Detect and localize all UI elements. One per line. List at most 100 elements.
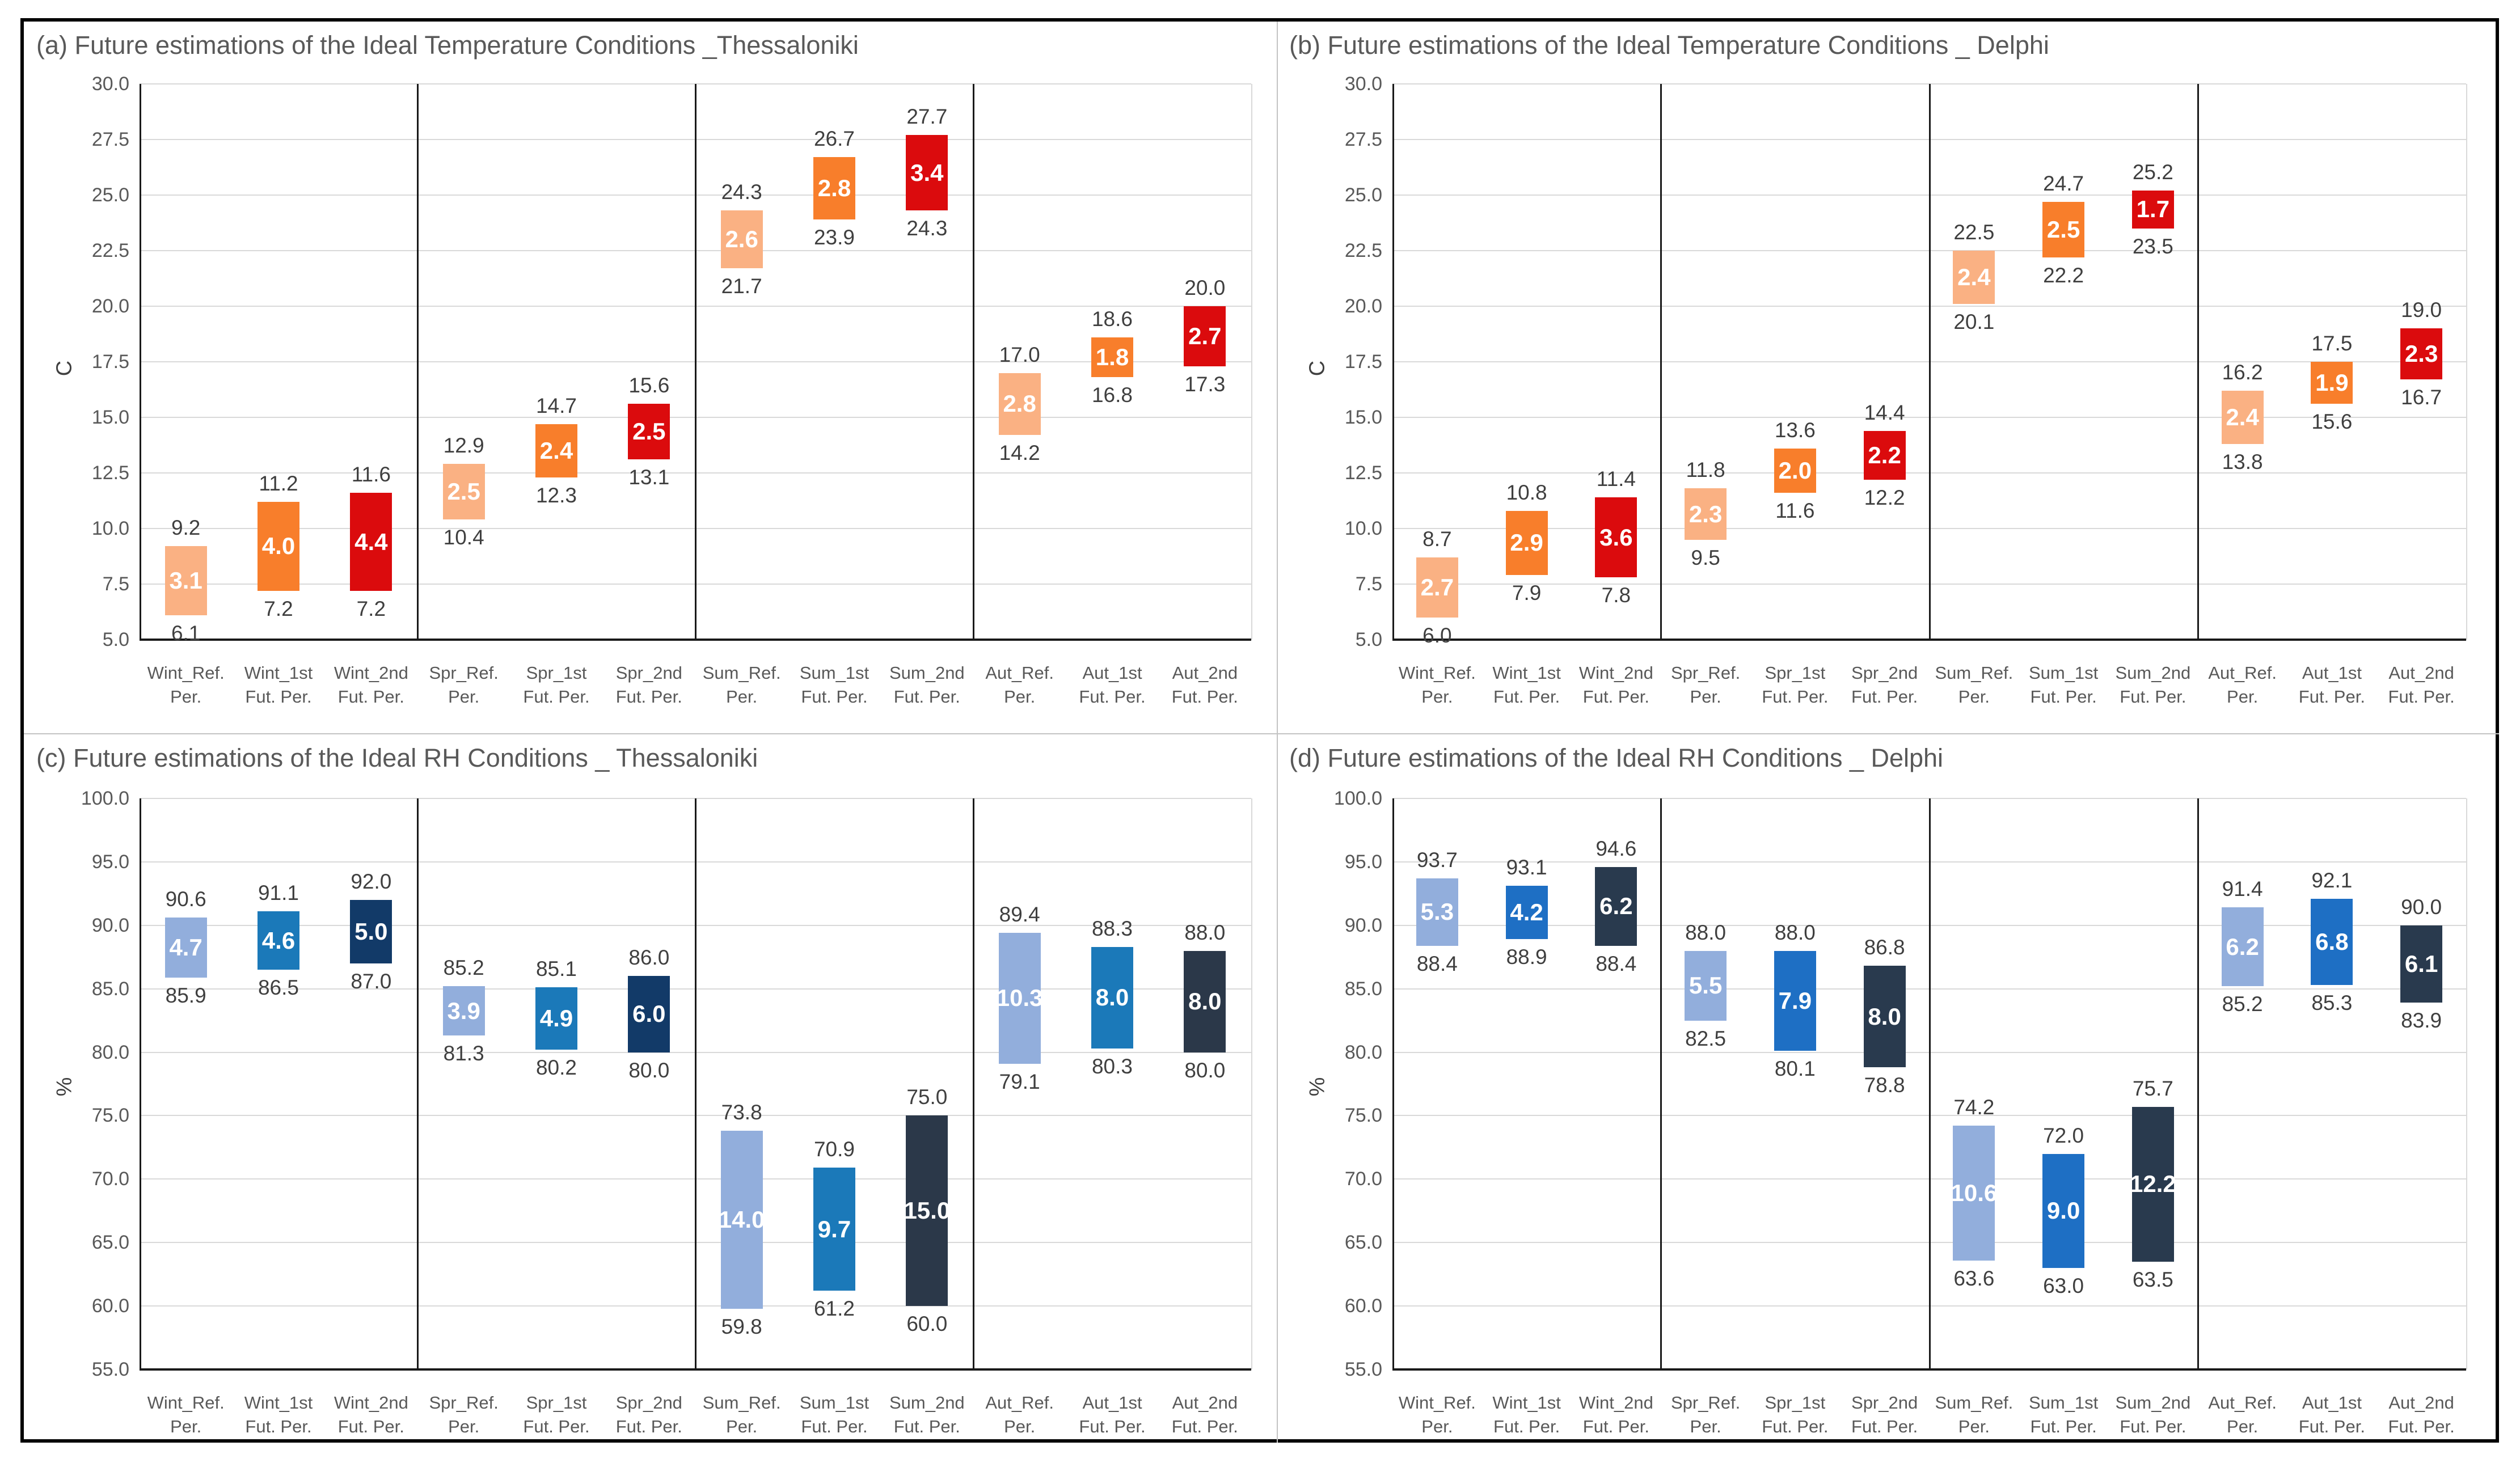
x-axis-category-label: Aut_1st Fut. Per.: [1053, 661, 1172, 709]
range-bar: [813, 1168, 855, 1291]
x-axis-category-label: Sum_Ref. Per.: [1914, 661, 2033, 709]
bar-range-label: 9.7: [817, 1215, 851, 1242]
x-axis-category-line2: Fut. Per.: [2298, 687, 2365, 707]
x-axis-line: [140, 639, 1251, 641]
bar-low-label: 6.1: [171, 621, 201, 645]
bar-high-label: 91.4: [2222, 877, 2263, 901]
plot-right-border: [2466, 84, 2467, 640]
bar-high-label: 26.7: [813, 127, 855, 151]
y-axis-tick-label: 17.5: [91, 351, 129, 373]
y-axis-tick-label: 20.0: [1344, 295, 1382, 317]
bar-high-label: 93.7: [1416, 848, 1458, 872]
season-group-separator: [1660, 798, 1662, 1369]
panel-temperature-thessaloniki: (a) Future estimations of the Ideal Temp…: [25, 22, 1278, 734]
bar-low-label: 83.9: [2401, 1009, 2442, 1033]
x-axis-category-line2: Per.: [170, 687, 202, 707]
bar-low-label: 80.0: [1184, 1058, 1226, 1082]
bar-high-label: 22.5: [1953, 221, 1995, 244]
x-axis-category-label: Aut_Ref. Per.: [2183, 661, 2302, 709]
x-axis-category-label: Wint_2nd Fut. Per.: [311, 661, 430, 709]
bar-range-label: 6.0: [632, 1000, 666, 1028]
x-axis-category-label: Aut_Ref. Per.: [2183, 1391, 2302, 1439]
x-axis-category-line1: Spr_2nd: [1851, 1393, 1918, 1413]
bar-low-label: 87.0: [351, 969, 392, 993]
plot-right-border: [2466, 798, 2467, 1369]
x-axis-category-label: Sum_1st Fut. Per.: [2004, 1391, 2123, 1439]
bar-high-label: 8.7: [1422, 527, 1452, 551]
bar-low-label: 80.1: [1774, 1057, 1816, 1081]
x-axis-category-label: Wint_1st Fut. Per.: [1467, 1391, 1586, 1439]
x-axis-category-line2: Fut. Per.: [615, 687, 682, 707]
bar-low-label: 60.0: [906, 1312, 948, 1336]
bar-high-label: 11.4: [1596, 467, 1636, 491]
x-axis-category-label: Sum_Ref. Per.: [1914, 1391, 2033, 1439]
bar-low-label: 12.2: [1864, 485, 1905, 509]
bar-high-label: 88.0: [1774, 920, 1816, 944]
plot-right-border: [1251, 84, 1252, 640]
panel-temperature-delphi: (b) Future estimations of the Ideal Temp…: [1278, 22, 2496, 734]
bar-low-label: 88.4: [1595, 952, 1637, 975]
x-axis-line: [140, 1368, 1251, 1371]
range-bar: [1091, 337, 1133, 378]
x-axis-category-label: Aut_Ref. Per.: [960, 661, 1079, 709]
range-bar: [535, 424, 577, 477]
bar-high-label: 17.5: [2311, 332, 2353, 355]
bar-high-label: 92.0: [351, 870, 392, 894]
bar-high-label: 16.2: [2222, 360, 2263, 384]
bar-high-label: 93.1: [1506, 856, 1547, 880]
bar-high-label: 12.9: [443, 434, 484, 458]
bar-low-label: 6.0: [1422, 623, 1452, 647]
x-axis-category-line2: Per.: [726, 1417, 758, 1436]
y-axis-tick-label: 60.0: [91, 1295, 129, 1317]
x-axis-category-line2: Fut. Per.: [1079, 1417, 1146, 1436]
bar-high-label: 86.0: [628, 946, 670, 970]
bar-low-label: 81.3: [443, 1042, 484, 1066]
x-axis-category-line1: Wint_Ref.: [1398, 1393, 1476, 1413]
bar-low-label: 22.2: [2043, 263, 2084, 287]
panel-b-title: (b) Future estimations of the Ideal Temp…: [1289, 31, 2049, 60]
bar-low-label: 86.5: [258, 976, 299, 1000]
bar-range-label: 2.2: [1868, 441, 1901, 468]
y-axis-tick-label: 75.0: [1344, 1105, 1382, 1127]
bar-range-label: 1.7: [2136, 196, 2170, 223]
panel-rh-thessaloniki: (c) Future estimations of the Ideal RH C…: [25, 734, 1278, 1440]
y-axis-tick-label: 15.0: [1344, 407, 1382, 428]
bar-high-label: 24.3: [721, 180, 762, 204]
y-axis-tick-label: 15.0: [91, 407, 129, 428]
x-axis-category-label: Aut_2nd Fut. Per.: [2362, 1391, 2481, 1439]
x-axis-category-line2: Per.: [2227, 1417, 2259, 1436]
x-axis-category-line2: Fut. Per.: [2120, 1417, 2186, 1436]
range-bar: [813, 157, 855, 220]
bar-range-label: 4.9: [539, 1005, 573, 1032]
bar-high-label: 18.6: [1091, 307, 1133, 331]
range-bar: [720, 210, 763, 269]
x-axis-category-line1: Aut_1st: [1082, 663, 1142, 683]
x-axis-category-line1: Wint_2nd: [334, 1393, 408, 1413]
bar-high-label: 91.1: [258, 881, 299, 905]
x-axis-category-line1: Spr_Ref.: [1670, 663, 1741, 683]
bar-high-label: 13.6: [1774, 418, 1816, 442]
bar-high-label: 89.4: [999, 903, 1040, 927]
x-axis-category-line1: Wint_1st: [1492, 1393, 1561, 1413]
x-axis-category-label: Wint_Ref. Per.: [1378, 661, 1497, 709]
range-bar: [442, 986, 485, 1036]
range-bar: [2042, 201, 2085, 257]
season-group-separator: [2197, 84, 2199, 640]
row-divider: [24, 733, 2499, 734]
bar-range-label: 6.2: [2226, 933, 2259, 960]
y-axis-tick-label: 100.0: [1333, 788, 1382, 809]
bar-low-label: 7.8: [1601, 584, 1631, 607]
bar-range-label: 2.5: [447, 478, 480, 505]
bar-range-label: 14.0: [718, 1206, 765, 1233]
x-axis-category-line1: Aut_1st: [2302, 663, 2362, 683]
y-axis-tick-label: 80.0: [91, 1041, 129, 1063]
bar-range-label: 8.0: [1095, 984, 1129, 1011]
bar-range-label: 2.7: [1420, 573, 1454, 601]
x-axis-category-line2: Fut. Per.: [1582, 687, 1649, 707]
bar-low-label: 88.9: [1506, 945, 1547, 969]
x-axis-category-label: Aut_1st Fut. Per.: [2272, 661, 2391, 709]
bar-high-label: 90.0: [2401, 895, 2442, 919]
bar-range-label: 2.0: [1778, 457, 1812, 484]
x-axis-category-label: Aut_1st Fut. Per.: [1053, 1391, 1172, 1439]
x-axis-category-label: Spr_1st Fut. Per.: [497, 1391, 616, 1439]
